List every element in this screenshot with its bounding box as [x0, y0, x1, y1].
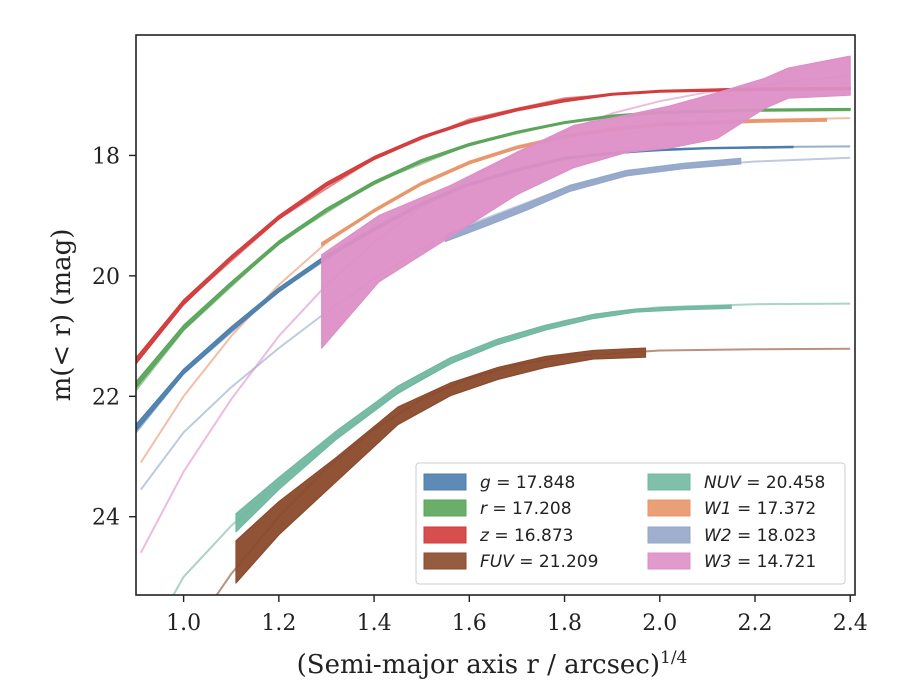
- series-layer: [136, 55, 851, 595]
- legend-swatch: [423, 552, 467, 570]
- legend: g = 17.848 r = 17.208 z = 16.873 FUV = 21.2…: [415, 462, 846, 585]
- profile-band-r: [136, 107, 851, 389]
- legend-entry-w1: W1 = 17.372: [647, 499, 816, 519]
- ticks-layer: 1.0 1.2 1.4 1.6 1.8 2.0 2.2 2.4 18 20 22 24: [92, 144, 868, 636]
- y-axis-label: m(< r) (mag): [47, 229, 77, 402]
- legend-label: r = 17.208: [480, 499, 572, 519]
- legend-box: [415, 462, 846, 585]
- profile-band-w1: [321, 118, 827, 247]
- legend-swatch: [423, 526, 467, 544]
- x-tick-label: 1.6: [452, 611, 487, 636]
- legend-label: g = 17.848: [480, 473, 575, 493]
- legend-label: z = 16.873: [479, 526, 573, 546]
- legend-swatch: [647, 499, 691, 517]
- x-axis-label-main: (Semi-major axis r / arcsec): [297, 650, 660, 680]
- x-tick-label: 1.8: [547, 611, 582, 636]
- legend-label: NUV = 20.458: [704, 473, 825, 493]
- x-axis-label: (Semi-major axis r / arcsec)1/4: [297, 648, 688, 680]
- x-tick-label: 1.0: [166, 611, 201, 636]
- legend-entry-r: r = 17.208: [423, 499, 572, 519]
- legend-label: FUV = 21.209: [480, 552, 598, 572]
- x-tick-label: 1.2: [261, 611, 296, 636]
- legend-swatch: [647, 552, 691, 570]
- profile-band-w3: [321, 55, 851, 349]
- profile-band-nuv: [235, 304, 732, 533]
- y-tick-label: 20: [92, 265, 120, 290]
- legend-label: W1 = 17.372: [704, 499, 816, 519]
- x-tick-label: 1.4: [357, 611, 392, 636]
- legend-swatch: [423, 499, 467, 517]
- legend-swatch: [647, 526, 691, 544]
- legend-entry-w3: W3 = 14.721: [647, 552, 816, 572]
- legend-entry-z: z = 16.873: [423, 526, 573, 546]
- x-tick-label: 2.0: [642, 611, 677, 636]
- profile-band-fuv: [235, 347, 647, 584]
- legend-swatch: [647, 473, 691, 491]
- y-tick-label: 24: [92, 506, 120, 531]
- legend-label: W3 = 14.721: [704, 552, 816, 572]
- legend-entry-fuv: FUV = 21.209: [423, 552, 598, 572]
- x-tick-label: 2.2: [738, 611, 773, 636]
- legend-swatch: [423, 473, 467, 491]
- y-tick-label: 22: [92, 385, 120, 410]
- x-axis-label-exponent: 1/4: [660, 648, 687, 668]
- profile-band-w2: [444, 157, 742, 243]
- legend-entry-w2: W2 = 18.023: [647, 526, 816, 546]
- legend-entry-g: g = 17.848: [423, 473, 575, 493]
- plot-frame: [135, 34, 856, 596]
- x-tick-label: 2.4: [833, 611, 868, 636]
- legend-entry-nuv: NUV = 20.458: [647, 473, 825, 493]
- y-tick-label: 18: [92, 144, 120, 169]
- legend-label: W2 = 18.023: [704, 526, 816, 546]
